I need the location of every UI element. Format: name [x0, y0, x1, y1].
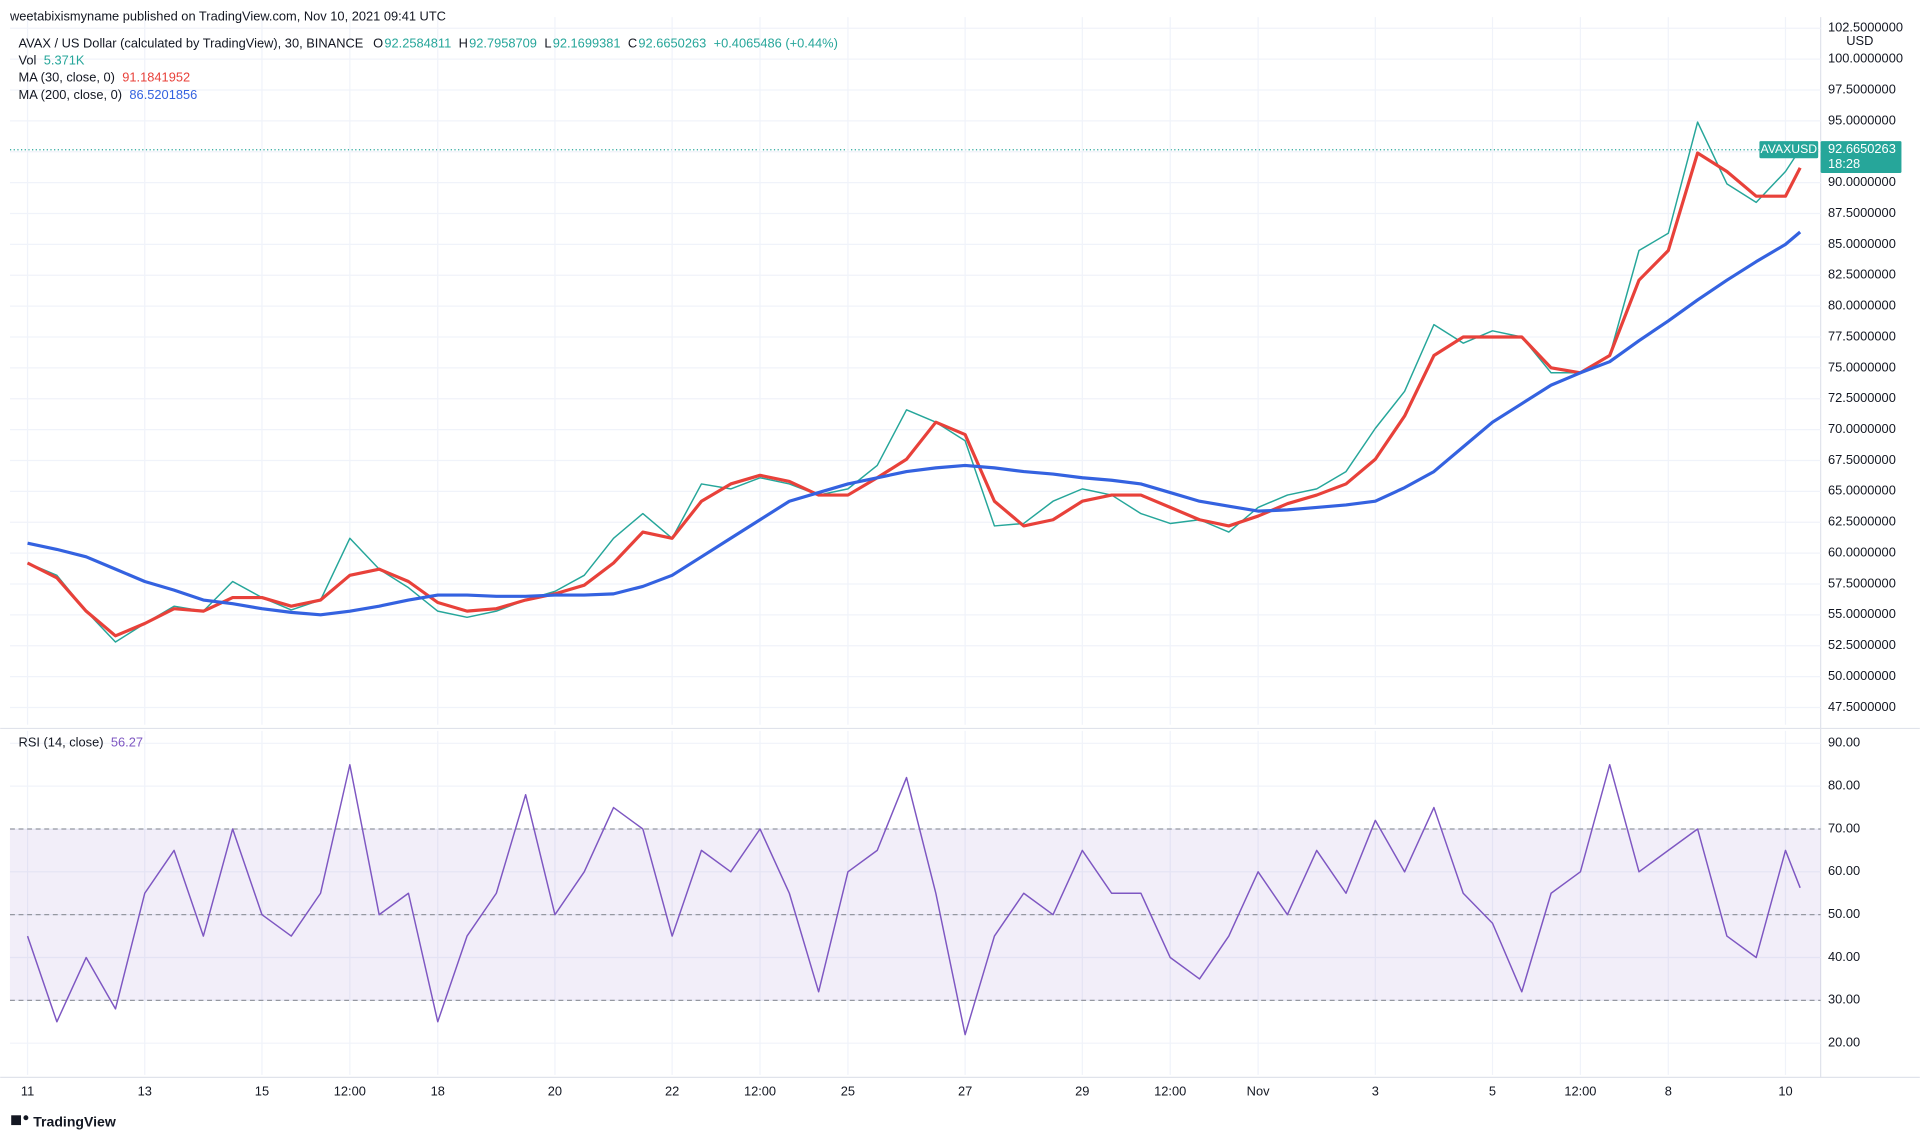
y-tick-label: 62.5000000: [1828, 514, 1896, 529]
y-tick-label: 80.0000000: [1828, 298, 1896, 313]
y-tick-label: 90.00: [1828, 735, 1860, 750]
rsi-value: 56.27: [111, 735, 143, 750]
series-line: [26, 151, 1802, 638]
y-tick-label: 40.00: [1828, 949, 1860, 964]
countdown: 18:28: [1828, 156, 1860, 171]
y-tick-label: 55.0000000: [1828, 606, 1896, 621]
logo-mark: [11, 1115, 22, 1126]
vol-label: Vol: [19, 53, 37, 68]
y-tick-label: 60.00: [1828, 863, 1860, 878]
x-tick-label: 3: [1372, 1083, 1379, 1098]
x-tick-label: 27: [958, 1083, 972, 1098]
ohlc-label: H: [459, 35, 468, 50]
y-tick-label: 90.0000000: [1828, 174, 1896, 189]
y-tick-label: 47.5000000: [1828, 699, 1896, 714]
mark-layer: [26, 121, 1802, 1036]
logo-dot: [23, 1115, 29, 1121]
grid-layer: [0, 17, 1920, 1078]
ohlc-value: 92.1699381: [553, 35, 621, 50]
y-tick-label: 95.0000000: [1828, 112, 1896, 127]
y-unit: USD: [1846, 33, 1873, 48]
x-tick-label: Nov: [1247, 1083, 1270, 1098]
price-tag-bg: [1820, 141, 1902, 173]
x-tick-label: 8: [1665, 1083, 1672, 1098]
y-tick-label: 100.0000000: [1828, 51, 1903, 66]
y-tick-label: 82.5000000: [1828, 267, 1896, 282]
text-layer: weetabixismyname published on TradingVie…: [9, 9, 1903, 1130]
y-tick-label: 70.0000000: [1828, 421, 1896, 436]
x-tick-label: 13: [138, 1083, 152, 1098]
ohlc-value: 92.2584811: [384, 35, 451, 50]
ohlc-label: L: [544, 35, 551, 50]
x-tick-label: 25: [841, 1083, 855, 1098]
y-tick-label: 97.5000000: [1828, 81, 1896, 96]
x-tick-label: 22: [665, 1083, 679, 1098]
symbol-tag: AVAXUSD: [1760, 142, 1817, 156]
x-tick-label: 12:00: [1564, 1083, 1596, 1098]
vol-value: 5.371K: [44, 53, 85, 68]
y-tick-label: 102.5000000: [1828, 20, 1903, 35]
ohlc-value: 92.7958709: [469, 35, 537, 50]
y-tick-label: 52.5000000: [1828, 637, 1896, 652]
x-tick-label: 5: [1489, 1083, 1496, 1098]
footer-logo: TradingView: [11, 1113, 116, 1129]
x-tick-label: 29: [1075, 1083, 1089, 1098]
symbol-tag-bg: [1759, 141, 1819, 159]
x-tick-label: 12:00: [1154, 1083, 1186, 1098]
change: +0.4065486 (+0.44%): [714, 35, 838, 50]
price-tag: 92.6650263: [1828, 141, 1896, 156]
y-tick-label: 80.00: [1828, 778, 1860, 793]
y-tick-label: 20.00: [1828, 1035, 1860, 1050]
footer-brand: TradingView: [33, 1113, 116, 1129]
ma200-value: 86.5201856: [129, 87, 197, 102]
y-tick-label: 60.0000000: [1828, 544, 1896, 559]
x-tick-label: 20: [548, 1083, 562, 1098]
x-tick-label: 12:00: [334, 1083, 366, 1098]
y-tick-label: 67.5000000: [1828, 452, 1896, 467]
legend-title: AVAX / US Dollar (calculated by TradingV…: [19, 35, 364, 50]
y-tick-label: 77.5000000: [1828, 328, 1896, 343]
y-tick-label: 75.0000000: [1828, 359, 1896, 374]
ma200-legend: MA (200, close, 0): [19, 87, 123, 102]
ma30-value: 91.1841952: [122, 70, 190, 85]
x-tick-label: 15: [255, 1083, 269, 1098]
x-tick-label: 12:00: [744, 1083, 776, 1098]
y-tick-label: 50.0000000: [1828, 668, 1896, 683]
x-tick-label: 18: [431, 1083, 445, 1098]
y-tick-label: 72.5000000: [1828, 390, 1896, 405]
ohlc-value: 92.6650263: [638, 35, 706, 50]
y-tick-label: 57.5000000: [1828, 575, 1896, 590]
y-tick-label: 70.00: [1828, 820, 1860, 835]
ohlc-label: O: [373, 35, 383, 50]
y-tick-label: 50.00: [1828, 906, 1860, 921]
x-tick-label: 10: [1778, 1083, 1792, 1098]
series-line: [27, 230, 1802, 617]
y-tick-label: 87.5000000: [1828, 205, 1896, 220]
rsi-legend: RSI (14, close): [19, 735, 104, 750]
x-tick-label: 11: [21, 1083, 34, 1098]
ohlc-label: C: [628, 35, 637, 50]
rsi-band: [9, 828, 1821, 1001]
y-tick-label: 85.0000000: [1828, 236, 1896, 251]
series-line: [26, 763, 1801, 1036]
y-tick-label: 30.00: [1828, 992, 1860, 1007]
y-tick-label: 65.0000000: [1828, 483, 1896, 498]
header: weetabixismyname published on TradingVie…: [9, 9, 446, 24]
ma30-legend: MA (30, close, 0): [19, 70, 115, 85]
